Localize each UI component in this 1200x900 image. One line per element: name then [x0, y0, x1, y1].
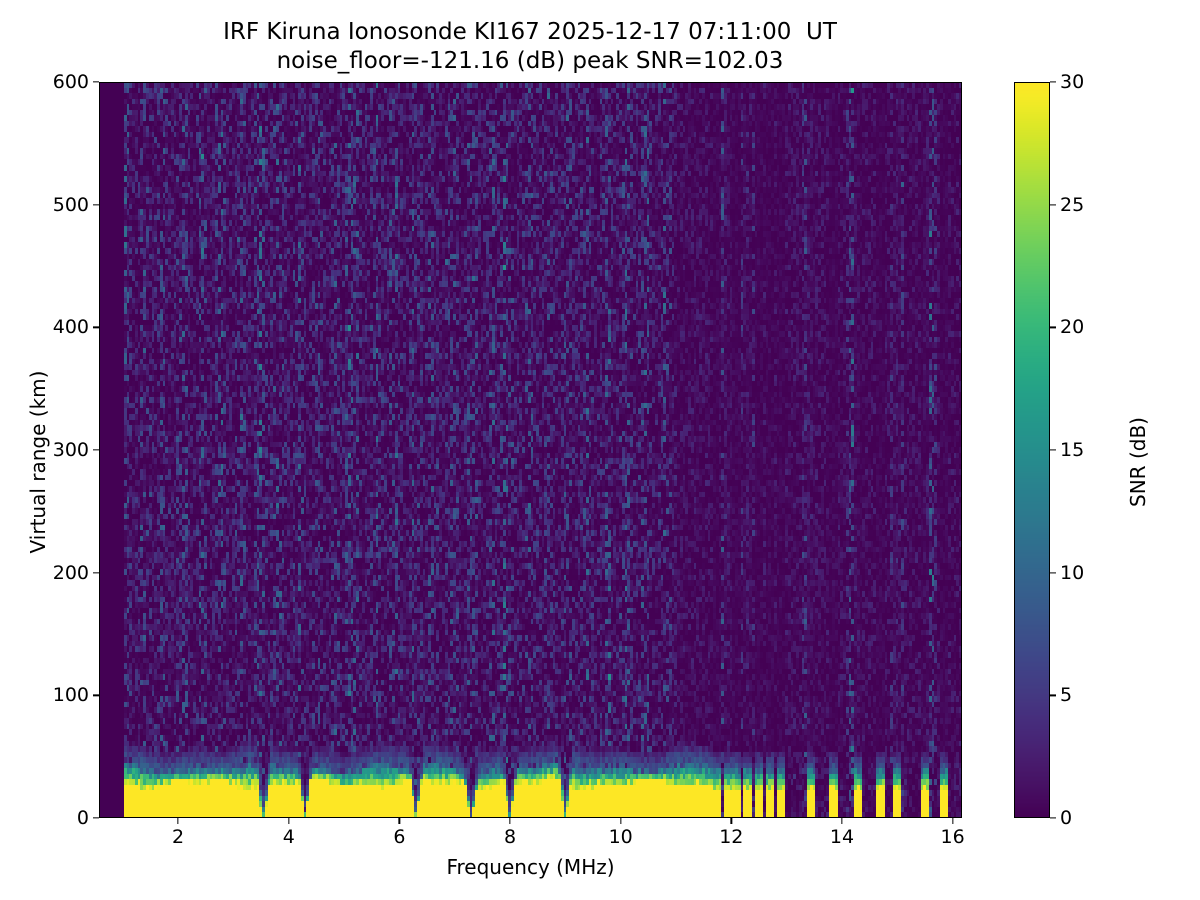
- y-tick-mark: [93, 694, 99, 696]
- colorbar-tick-mark: [1050, 81, 1056, 83]
- figure-title: IRF Kiruna Ionosonde KI167 2025-12-17 07…: [0, 18, 1060, 77]
- colorbar-label: SNR (dB): [1126, 417, 1150, 507]
- colorbar-tick-mark: [1050, 449, 1056, 451]
- colorbar-tick-label: 30: [1060, 71, 1085, 93]
- y-tick-mark: [93, 817, 99, 819]
- colorbar-tick-label: 5: [1060, 684, 1073, 707]
- colorbar-tick-mark: [1050, 817, 1056, 819]
- x-tick-mark: [509, 818, 511, 824]
- y-tick-label: 300: [52, 439, 89, 461]
- x-tick-label: 8: [503, 826, 517, 848]
- x-tick-mark: [951, 818, 954, 824]
- y-axis-label: Virtual range (km): [26, 370, 50, 554]
- x-tick-mark: [398, 818, 401, 824]
- x-tick-mark: [288, 818, 290, 824]
- colorbar-tick-mark: [1050, 694, 1056, 696]
- colorbar-tick-label: 10: [1060, 561, 1085, 584]
- x-tick-label: 2: [172, 826, 185, 848]
- figure-title-line-2: noise_floor=-121.16 (dB) peak SNR=102.03: [276, 48, 784, 75]
- ionogram-heatmap: [99, 82, 962, 818]
- y-tick-label: 500: [52, 193, 89, 216]
- colorbar-tick-label: 25: [1060, 193, 1085, 216]
- x-tick-label: 12: [719, 826, 744, 848]
- y-tick-mark: [93, 449, 99, 451]
- x-tick-label: 6: [393, 826, 406, 848]
- colorbar-tick-label: 0: [1060, 807, 1073, 829]
- colorbar-gradient: [1014, 82, 1050, 818]
- y-tick-label: 100: [52, 684, 89, 707]
- x-tick-label: 4: [282, 826, 295, 848]
- x-tick-mark: [841, 818, 843, 824]
- y-tick-mark: [93, 81, 99, 83]
- y-tick-mark: [93, 326, 99, 328]
- y-tick-label: 600: [52, 71, 89, 93]
- figure-title-line-1: IRF Kiruna Ionosonde KI167 2025-12-17 07…: [223, 19, 837, 45]
- x-tick-mark: [177, 818, 179, 824]
- colorbar-tick-mark: [1050, 572, 1056, 574]
- colorbar-tick-label: 15: [1060, 439, 1085, 461]
- y-tick-label: 0: [76, 807, 89, 829]
- colorbar-tick-mark: [1050, 326, 1056, 328]
- x-tick-label: 16: [940, 826, 965, 848]
- colorbar-tick-label: 20: [1060, 316, 1085, 339]
- colorbar-tick-mark: [1050, 204, 1056, 206]
- y-tick-mark: [93, 204, 99, 206]
- x-tick-label: 10: [608, 826, 633, 848]
- y-tick-label: 200: [52, 561, 89, 584]
- x-tick-mark: [620, 818, 622, 824]
- x-axis-label: Frequency (MHz): [446, 855, 615, 879]
- y-tick-label: 400: [52, 316, 89, 339]
- y-tick-mark: [93, 572, 99, 574]
- x-tick-label: 14: [829, 826, 855, 848]
- x-tick-mark: [730, 818, 732, 824]
